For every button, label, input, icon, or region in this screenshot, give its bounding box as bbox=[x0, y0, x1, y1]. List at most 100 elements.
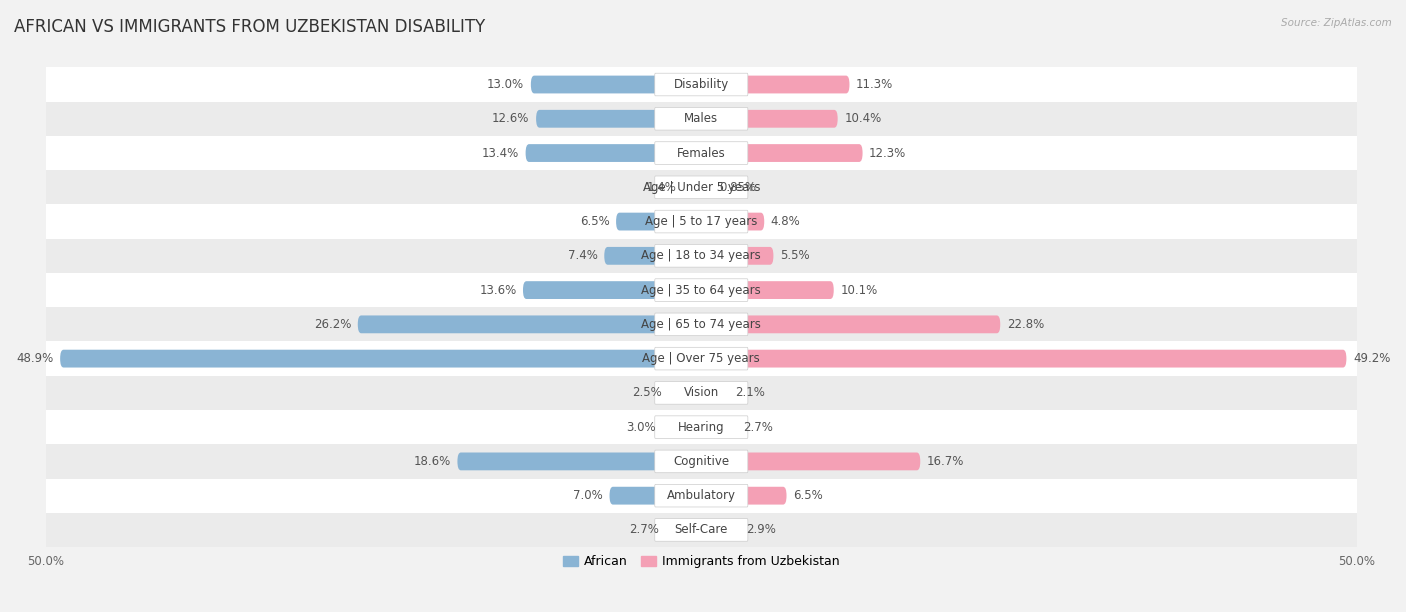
FancyBboxPatch shape bbox=[655, 279, 748, 301]
FancyBboxPatch shape bbox=[702, 179, 713, 196]
FancyBboxPatch shape bbox=[655, 348, 748, 370]
FancyBboxPatch shape bbox=[655, 381, 748, 404]
Text: AFRICAN VS IMMIGRANTS FROM UZBEKISTAN DISABILITY: AFRICAN VS IMMIGRANTS FROM UZBEKISTAN DI… bbox=[14, 18, 485, 36]
Text: 16.7%: 16.7% bbox=[927, 455, 965, 468]
FancyBboxPatch shape bbox=[702, 110, 838, 128]
Text: 48.9%: 48.9% bbox=[17, 352, 53, 365]
FancyBboxPatch shape bbox=[610, 487, 702, 504]
FancyBboxPatch shape bbox=[683, 179, 702, 196]
Text: Vision: Vision bbox=[683, 386, 718, 400]
FancyBboxPatch shape bbox=[702, 521, 740, 539]
Text: 2.7%: 2.7% bbox=[744, 420, 773, 434]
Text: Age | 65 to 74 years: Age | 65 to 74 years bbox=[641, 318, 761, 331]
FancyBboxPatch shape bbox=[46, 204, 1357, 239]
FancyBboxPatch shape bbox=[655, 416, 748, 438]
FancyBboxPatch shape bbox=[702, 315, 1000, 334]
Text: 12.6%: 12.6% bbox=[492, 112, 530, 125]
FancyBboxPatch shape bbox=[702, 144, 862, 162]
FancyBboxPatch shape bbox=[702, 76, 849, 94]
FancyBboxPatch shape bbox=[46, 102, 1357, 136]
FancyBboxPatch shape bbox=[605, 247, 702, 265]
FancyBboxPatch shape bbox=[523, 281, 702, 299]
Text: Age | 18 to 34 years: Age | 18 to 34 years bbox=[641, 249, 761, 263]
FancyBboxPatch shape bbox=[60, 349, 702, 368]
FancyBboxPatch shape bbox=[655, 108, 748, 130]
Text: 10.4%: 10.4% bbox=[844, 112, 882, 125]
Text: Self-Care: Self-Care bbox=[675, 523, 728, 537]
FancyBboxPatch shape bbox=[46, 479, 1357, 513]
Text: 49.2%: 49.2% bbox=[1353, 352, 1391, 365]
Text: 2.7%: 2.7% bbox=[630, 523, 659, 537]
Text: Hearing: Hearing bbox=[678, 420, 724, 434]
Text: Age | 35 to 64 years: Age | 35 to 64 years bbox=[641, 283, 761, 297]
Text: 7.4%: 7.4% bbox=[568, 249, 598, 263]
FancyBboxPatch shape bbox=[46, 136, 1357, 170]
Text: 12.3%: 12.3% bbox=[869, 146, 907, 160]
Text: 1.4%: 1.4% bbox=[647, 181, 676, 194]
FancyBboxPatch shape bbox=[655, 484, 748, 507]
Text: Source: ZipAtlas.com: Source: ZipAtlas.com bbox=[1281, 18, 1392, 28]
FancyBboxPatch shape bbox=[668, 384, 702, 402]
FancyBboxPatch shape bbox=[702, 349, 1347, 368]
FancyBboxPatch shape bbox=[46, 307, 1357, 341]
FancyBboxPatch shape bbox=[46, 513, 1357, 547]
Text: 13.4%: 13.4% bbox=[482, 146, 519, 160]
Text: 2.5%: 2.5% bbox=[633, 386, 662, 400]
Text: 11.3%: 11.3% bbox=[856, 78, 893, 91]
FancyBboxPatch shape bbox=[46, 444, 1357, 479]
Text: Age | Over 75 years: Age | Over 75 years bbox=[643, 352, 761, 365]
FancyBboxPatch shape bbox=[702, 418, 737, 436]
FancyBboxPatch shape bbox=[526, 144, 702, 162]
FancyBboxPatch shape bbox=[666, 521, 702, 539]
Text: 10.1%: 10.1% bbox=[841, 283, 877, 297]
FancyBboxPatch shape bbox=[655, 245, 748, 267]
FancyBboxPatch shape bbox=[46, 67, 1357, 102]
Text: 13.0%: 13.0% bbox=[486, 78, 524, 91]
FancyBboxPatch shape bbox=[655, 313, 748, 335]
FancyBboxPatch shape bbox=[531, 76, 702, 94]
Text: Females: Females bbox=[676, 146, 725, 160]
FancyBboxPatch shape bbox=[702, 247, 773, 265]
Legend: African, Immigrants from Uzbekistan: African, Immigrants from Uzbekistan bbox=[558, 550, 845, 573]
Text: 18.6%: 18.6% bbox=[413, 455, 451, 468]
Text: 2.1%: 2.1% bbox=[735, 386, 765, 400]
FancyBboxPatch shape bbox=[655, 450, 748, 472]
Text: Disability: Disability bbox=[673, 78, 728, 91]
FancyBboxPatch shape bbox=[46, 376, 1357, 410]
Text: 0.85%: 0.85% bbox=[718, 181, 756, 194]
FancyBboxPatch shape bbox=[46, 341, 1357, 376]
Text: 5.5%: 5.5% bbox=[780, 249, 810, 263]
Text: 26.2%: 26.2% bbox=[314, 318, 352, 331]
FancyBboxPatch shape bbox=[457, 452, 702, 470]
FancyBboxPatch shape bbox=[357, 315, 702, 334]
FancyBboxPatch shape bbox=[46, 239, 1357, 273]
FancyBboxPatch shape bbox=[702, 212, 765, 231]
FancyBboxPatch shape bbox=[536, 110, 702, 128]
FancyBboxPatch shape bbox=[46, 170, 1357, 204]
Text: Males: Males bbox=[685, 112, 718, 125]
FancyBboxPatch shape bbox=[702, 281, 834, 299]
Text: 7.0%: 7.0% bbox=[574, 489, 603, 502]
FancyBboxPatch shape bbox=[46, 273, 1357, 307]
Text: Ambulatory: Ambulatory bbox=[666, 489, 735, 502]
FancyBboxPatch shape bbox=[702, 452, 921, 470]
Text: 6.5%: 6.5% bbox=[793, 489, 823, 502]
Text: 3.0%: 3.0% bbox=[626, 420, 655, 434]
FancyBboxPatch shape bbox=[662, 418, 702, 436]
Text: 6.5%: 6.5% bbox=[579, 215, 610, 228]
Text: Age | 5 to 17 years: Age | 5 to 17 years bbox=[645, 215, 758, 228]
Text: 13.6%: 13.6% bbox=[479, 283, 516, 297]
FancyBboxPatch shape bbox=[655, 73, 748, 96]
FancyBboxPatch shape bbox=[616, 212, 702, 231]
Text: 4.8%: 4.8% bbox=[770, 215, 800, 228]
Text: Cognitive: Cognitive bbox=[673, 455, 730, 468]
FancyBboxPatch shape bbox=[655, 211, 748, 233]
FancyBboxPatch shape bbox=[655, 518, 748, 541]
FancyBboxPatch shape bbox=[702, 384, 728, 402]
Text: Age | Under 5 years: Age | Under 5 years bbox=[643, 181, 761, 194]
FancyBboxPatch shape bbox=[702, 487, 786, 504]
FancyBboxPatch shape bbox=[46, 410, 1357, 444]
FancyBboxPatch shape bbox=[655, 176, 748, 199]
Text: 22.8%: 22.8% bbox=[1007, 318, 1045, 331]
FancyBboxPatch shape bbox=[655, 142, 748, 165]
